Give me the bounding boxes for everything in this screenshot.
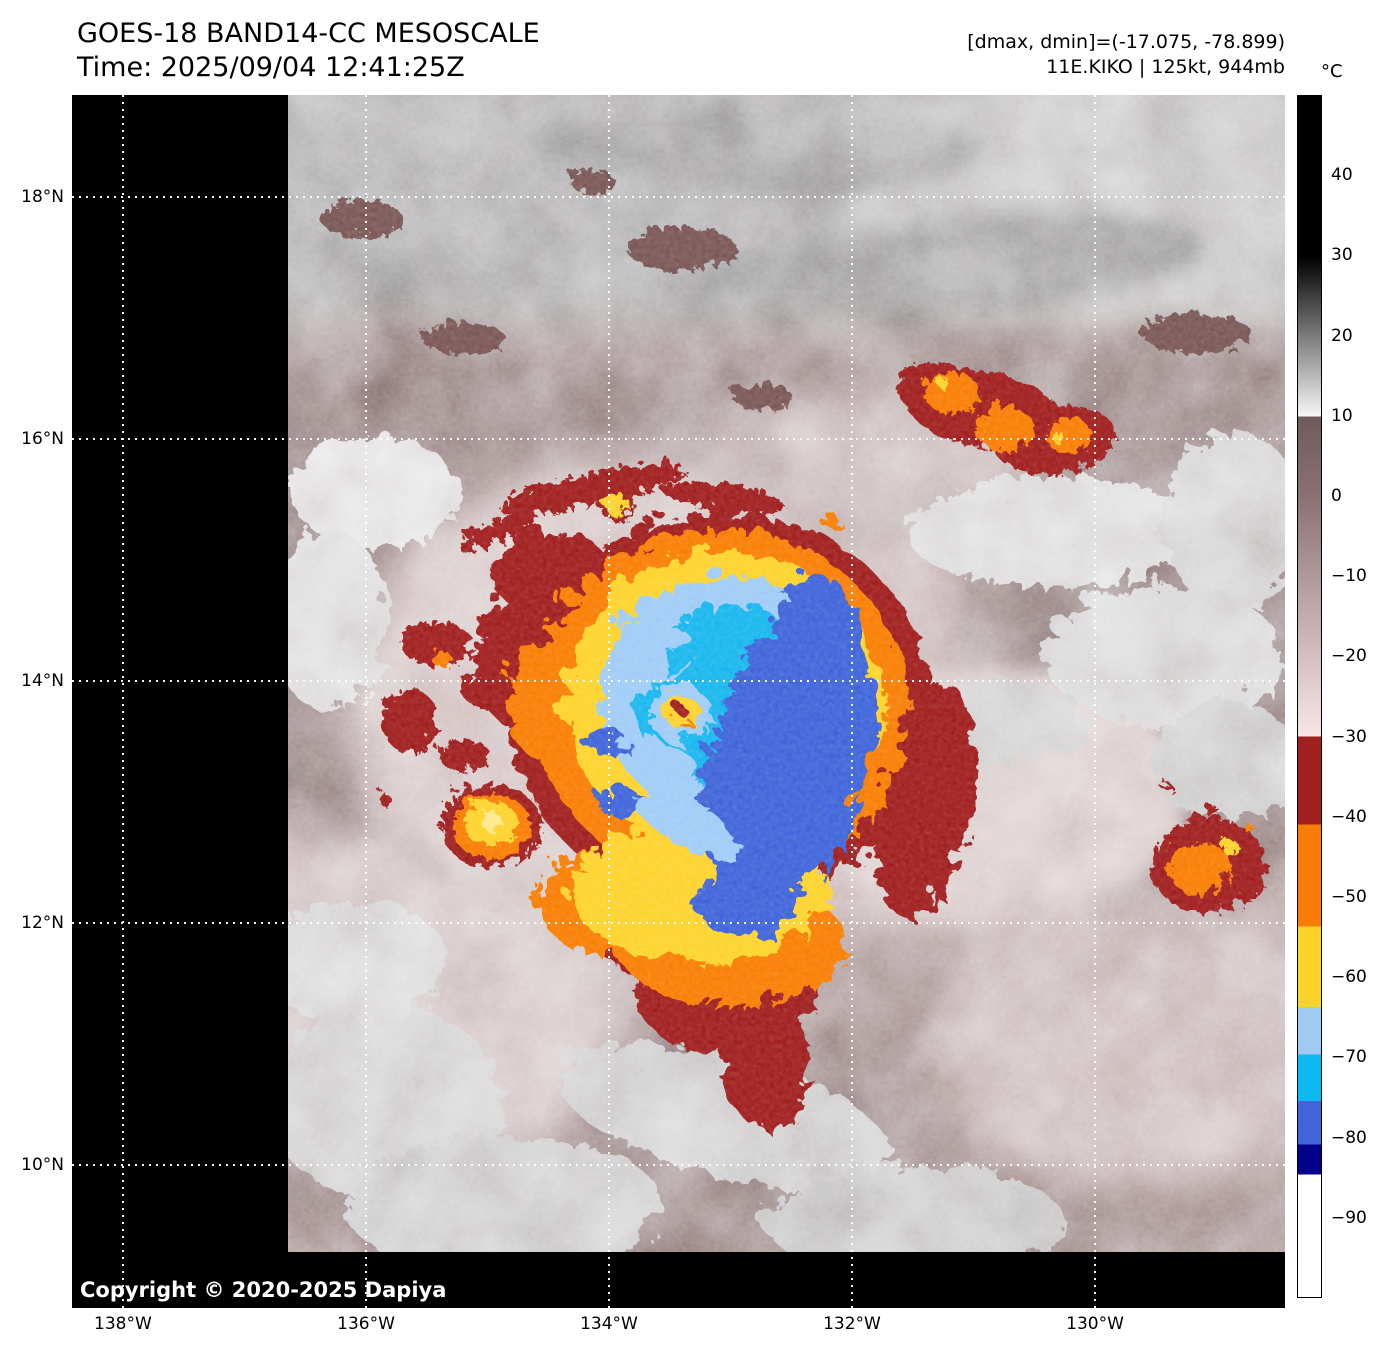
lon-tick-label: 130°W bbox=[1066, 1314, 1124, 1334]
lon-tick-label: 134°W bbox=[580, 1314, 638, 1334]
lat-tick-label: 16°N bbox=[21, 429, 64, 449]
storm-info-annotation: 11E.KIKO | 125kt, 944mb bbox=[1046, 56, 1285, 78]
satellite-image bbox=[288, 95, 1285, 1252]
colorbar-tick-label: 0 bbox=[1331, 485, 1342, 506]
colorbar-tick-label: 30 bbox=[1331, 245, 1353, 266]
colorbar bbox=[1297, 95, 1322, 1298]
copyright-label: Copyright © 2020-2025 Dapiya bbox=[80, 1278, 447, 1302]
lat-tick-label: 10°N bbox=[21, 1155, 64, 1176]
colorbar-tick-label: −60 bbox=[1331, 967, 1367, 988]
colorbar-tick-label: −10 bbox=[1331, 566, 1367, 587]
colorbar-tick-label: −20 bbox=[1331, 646, 1367, 667]
page-title: GOES-18 BAND14-CC MESOSCALE bbox=[77, 18, 540, 49]
colorbar-tick-label: −70 bbox=[1331, 1047, 1367, 1068]
colorbar-tick-label: −40 bbox=[1331, 806, 1367, 827]
colorbar-tick-label: −80 bbox=[1331, 1127, 1367, 1148]
colorbar-tick-label: −30 bbox=[1331, 726, 1367, 747]
lon-tick-label: 136°W bbox=[337, 1314, 395, 1334]
lat-tick-label: 14°N bbox=[21, 671, 64, 691]
dmax-dmin-annotation: [dmax, dmin]=(-17.075, -78.899) bbox=[967, 31, 1285, 53]
colorbar-tick-label: 20 bbox=[1331, 325, 1353, 346]
lat-tick-label: 18°N bbox=[21, 187, 64, 207]
colorbar-unit-label: °C bbox=[1321, 61, 1343, 82]
lon-tick-label: 138°W bbox=[94, 1314, 152, 1334]
timestamp-label: Time: 2025/09/04 12:41:25Z bbox=[77, 52, 465, 83]
colorbar-tick-label: 10 bbox=[1331, 405, 1353, 426]
map-panel: Copyright © 2020-2025 Dapiya bbox=[72, 95, 1285, 1308]
colorbar-tick-label: −50 bbox=[1331, 887, 1367, 908]
colorbar-tick-label: 40 bbox=[1331, 165, 1353, 186]
lon-tick-label: 132°W bbox=[823, 1314, 881, 1334]
lat-tick-label: 12°N bbox=[21, 912, 64, 933]
gridline-vertical bbox=[121, 95, 124, 1308]
colorbar-tick-label: −90 bbox=[1331, 1207, 1367, 1228]
